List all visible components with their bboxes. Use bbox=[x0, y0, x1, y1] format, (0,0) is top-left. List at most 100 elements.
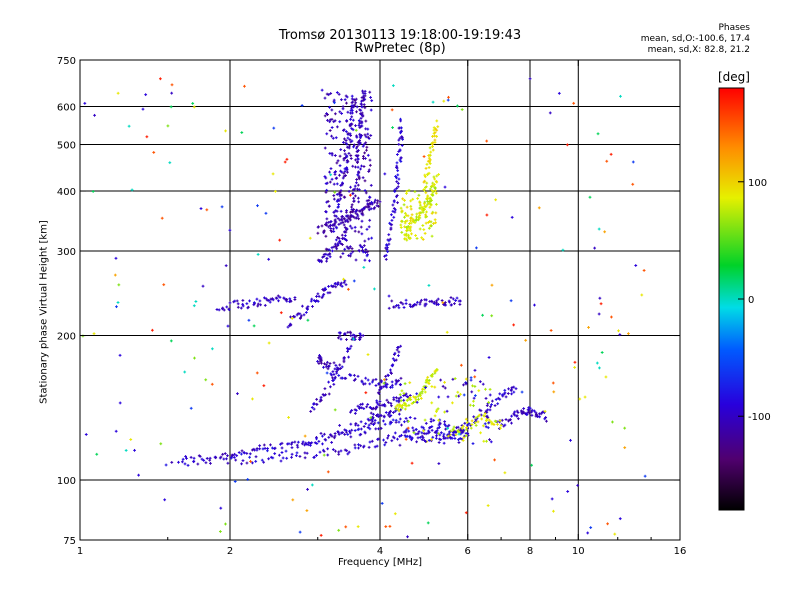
data-point bbox=[499, 423, 503, 427]
data-point bbox=[446, 434, 450, 438]
data-point bbox=[487, 401, 491, 404]
data-point bbox=[360, 111, 364, 115]
data-point bbox=[332, 197, 336, 201]
data-point bbox=[331, 376, 334, 380]
data-point bbox=[222, 308, 226, 312]
data-point bbox=[358, 405, 361, 409]
data-point bbox=[514, 387, 518, 391]
data-point bbox=[552, 509, 555, 513]
data-point bbox=[488, 438, 491, 442]
data-point bbox=[351, 100, 355, 104]
data-point bbox=[325, 217, 329, 221]
data-point bbox=[354, 334, 358, 338]
data-point bbox=[359, 427, 363, 431]
data-point bbox=[367, 204, 371, 208]
data-point bbox=[473, 385, 477, 388]
data-point bbox=[325, 92, 329, 96]
data-point bbox=[420, 431, 424, 435]
data-point bbox=[263, 303, 267, 307]
data-point bbox=[299, 316, 303, 320]
data-point bbox=[343, 137, 346, 141]
data-point bbox=[287, 442, 291, 446]
data-point bbox=[334, 214, 338, 218]
colorbar: 100 0 -100 bbox=[718, 87, 771, 511]
data-point bbox=[332, 98, 336, 102]
data-point bbox=[246, 478, 250, 481]
data-point bbox=[333, 434, 337, 438]
data-point bbox=[333, 282, 337, 285]
data-point bbox=[316, 225, 320, 229]
data-point bbox=[446, 98, 450, 102]
data-point bbox=[365, 227, 369, 231]
data-point bbox=[409, 204, 413, 208]
data-point bbox=[434, 191, 438, 195]
data-point bbox=[418, 214, 422, 217]
data-point bbox=[339, 221, 343, 225]
data-point bbox=[343, 149, 346, 153]
data-point bbox=[362, 265, 366, 269]
data-point bbox=[382, 438, 385, 442]
data-point bbox=[433, 183, 436, 186]
data-point bbox=[259, 303, 262, 307]
data-point bbox=[397, 126, 401, 130]
data-point bbox=[390, 404, 393, 408]
data-point bbox=[619, 94, 622, 98]
data-point bbox=[343, 152, 347, 156]
data-point bbox=[411, 197, 415, 201]
data-point bbox=[290, 441, 294, 444]
data-point bbox=[410, 402, 414, 405]
data-point bbox=[395, 186, 399, 190]
data-point bbox=[302, 313, 306, 317]
data-point bbox=[475, 246, 478, 250]
x-tick-label: 6 bbox=[465, 546, 471, 557]
data-point bbox=[369, 108, 373, 112]
data-point bbox=[425, 181, 429, 185]
data-point bbox=[333, 375, 337, 379]
data-point bbox=[464, 382, 468, 386]
data-point bbox=[387, 294, 391, 298]
data-point bbox=[344, 174, 348, 177]
data-point bbox=[458, 437, 462, 440]
data-point bbox=[374, 427, 378, 431]
data-point bbox=[459, 299, 462, 303]
data-point bbox=[344, 230, 348, 234]
data-point bbox=[391, 203, 395, 207]
data-point bbox=[336, 217, 340, 220]
data-point bbox=[392, 398, 396, 402]
data-point bbox=[352, 145, 355, 149]
data-point bbox=[409, 225, 413, 229]
data-point bbox=[208, 456, 212, 460]
data-point bbox=[260, 458, 264, 462]
data-point bbox=[332, 361, 336, 365]
data-point bbox=[327, 248, 331, 252]
data-point bbox=[279, 311, 283, 315]
data-point bbox=[349, 334, 353, 338]
data-point bbox=[383, 443, 387, 447]
data-point bbox=[333, 112, 337, 116]
data-point bbox=[417, 430, 421, 433]
data-point bbox=[351, 105, 355, 109]
data-point bbox=[461, 430, 465, 434]
data-point bbox=[300, 104, 304, 107]
y-tick-label: 300 bbox=[57, 247, 76, 258]
data-point bbox=[469, 426, 473, 430]
data-point bbox=[340, 215, 344, 219]
data-point bbox=[335, 161, 339, 165]
data-point bbox=[350, 94, 354, 98]
data-point bbox=[415, 237, 419, 240]
data-point bbox=[441, 301, 445, 305]
data-point bbox=[442, 99, 446, 103]
data-point bbox=[323, 438, 327, 441]
data-point bbox=[364, 135, 368, 139]
data-point bbox=[331, 379, 335, 382]
data-point bbox=[385, 385, 389, 389]
data-point bbox=[341, 431, 345, 435]
data-point bbox=[129, 438, 133, 441]
data-point bbox=[373, 418, 377, 422]
data-point bbox=[356, 404, 360, 408]
data-point bbox=[360, 380, 364, 384]
data-point bbox=[240, 449, 244, 453]
data-point bbox=[399, 223, 403, 227]
data-point bbox=[404, 302, 408, 305]
data-point bbox=[272, 126, 276, 130]
